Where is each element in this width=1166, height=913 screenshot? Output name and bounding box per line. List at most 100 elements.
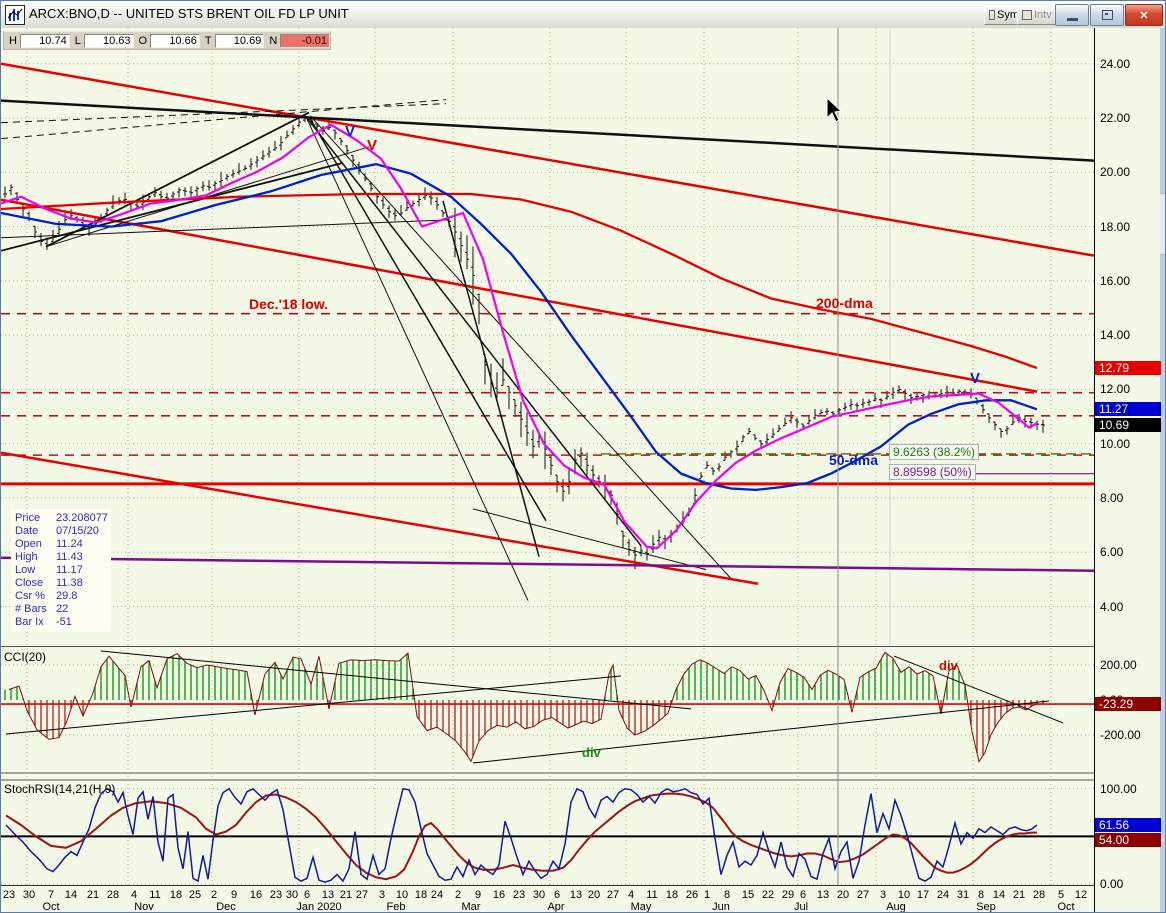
x-month-label: Apr [547,901,565,913]
info-row: Close 11.38 [15,577,83,589]
trend-line [305,116,642,547]
cci-div-red-label: div [939,658,958,673]
trend-line [1,103,447,124]
restore-icon [1101,10,1113,20]
x-day-tick: 18 [665,889,679,901]
x-month-label: Nov [134,901,154,913]
x-day-tick: 18 [169,889,183,901]
x-day-tick: 17 [916,889,930,901]
x-day-tick: 20 [587,889,601,901]
x-day-tick: 30 [532,889,546,901]
x-day-tick: 10 [395,889,409,901]
x-day-tick: 22 [761,889,775,901]
trend-line [1,161,344,252]
x-day-tick: 21 [1012,889,1026,901]
x-day-tick: 9 [230,889,238,901]
x-month-label: May [630,901,652,913]
x-day-tick: 12 [1074,889,1088,901]
trend-line [472,508,707,571]
x-day-tick: 2 [210,889,218,901]
cci-tick-label: -200.00 [1100,728,1141,742]
sym-button[interactable]: Sym [984,5,1024,25]
x-day-tick: 31 [956,889,970,901]
quote-field-value: 10.66 [150,33,200,48]
cursor-info-box: Price 23.208077 Date 07/15/20 Open 11.24 High 1… [11,509,111,632]
app-icon [5,5,25,25]
price-tick-label: 6.00 [1100,545,1124,560]
cci-envelope [8,651,1038,763]
cci-divergence-line [100,650,692,710]
cci-tick-label: 200.00 [1100,658,1137,672]
x-day-tick: 13 [569,889,583,901]
time-axis: 23 30 7 14 21 28 4 11 18 25 2 9 16 23 30 6 13 21 27 3 10 18 24… [1,885,1094,913]
x-day-tick: 8 [723,889,731,901]
x-day-tick: 23 [2,889,16,901]
x-day-tick: 29 [781,889,795,901]
cci-divergence-line [5,675,622,735]
x-month-label: Mar [461,901,481,913]
price-tick-label: 14.00 [1100,328,1131,343]
quote-field-value: 10.69 [214,33,265,48]
cci-divergence-line [472,700,1050,764]
trend-line [45,146,370,248]
quote-field-label: H [9,34,17,47]
x-day-tick: 13 [321,889,335,901]
stoch-k-line [5,787,1038,883]
quote-strip: H 10.74 L 10.63 O 10.66 T 10.69 N -0.01 [3,31,331,50]
x-day-tick: 11 [149,889,161,901]
price-tick-label: 8.00 [1100,491,1124,505]
ma-50 [1,163,1038,492]
x-day-tick: 23 [512,889,526,901]
intv-button[interactable]: Intv [1017,5,1061,25]
title-bar[interactable]: ARCX:BNO,D -- UNITED STS BRENT OIL FD LP… [1,1,1165,29]
mouse-cursor [826,96,843,123]
x-day-tick: 6 [553,889,561,901]
x-month-label: Jul [793,901,809,913]
scrollbar-thumb[interactable] [1159,193,1165,255]
x-day-tick: 1 [703,889,711,901]
x-day-tick: 2 [454,889,462,901]
info-row: Low 11.17 [15,564,83,576]
x-day-tick: 30 [285,889,299,901]
x-day-tick: 3 [879,889,887,901]
x-day-tick: 10 [897,889,911,901]
price-tick-label: 4.00 [1100,599,1124,614]
x-day-tick: 25 [188,889,202,901]
trend-line [1,198,1038,393]
info-row: Open 11.24 [15,538,83,550]
cci-divergence-line [893,655,1064,724]
trend-line [1,62,1094,257]
price-badge: 12.79 [1095,361,1161,375]
quote-field-label: N [269,34,278,47]
v-mark-red-top: V [367,137,378,154]
x-day-tick: 24 [936,889,950,901]
trend-line [308,116,547,522]
x-day-tick: 14 [992,889,1006,901]
price-tick-label: 12.00 [1100,382,1131,397]
quote-field-label: O [138,34,148,47]
stoch-k-badge: 61.56 [1095,818,1161,833]
x-day-tick: 27 [856,889,870,901]
x-day-tick: 23 [269,889,283,901]
vertical-scrollbar[interactable] [1159,28,1165,912]
quote-field-value: 10.63 [83,33,134,48]
price-tick-label: 18.00 [1100,219,1131,234]
stoch-d-badge: 54.00 [1095,833,1161,848]
price-tick-label: 16.00 [1100,273,1131,288]
restore-button[interactable] [1090,4,1124,26]
sym-button-icon [989,10,995,20]
x-day-tick: 13 [816,889,830,901]
x-day-tick: 28 [106,889,120,901]
minimize-button[interactable] [1055,4,1089,26]
x-day-tick: 3 [378,889,386,901]
x-month-label: Sep [976,901,996,913]
x-month-label: Oct [1057,901,1075,913]
intv-button-icon [1022,10,1032,20]
stoch-tick-label: 0.00 [1100,877,1124,891]
cci-panel-label: CCI(20) [4,650,47,664]
info-row: Bar Ix -51 [15,616,72,628]
close-icon: ✕ [1139,9,1149,22]
dma200-annotation: 200-dma [816,295,873,311]
close-button[interactable]: ✕ [1125,4,1163,26]
